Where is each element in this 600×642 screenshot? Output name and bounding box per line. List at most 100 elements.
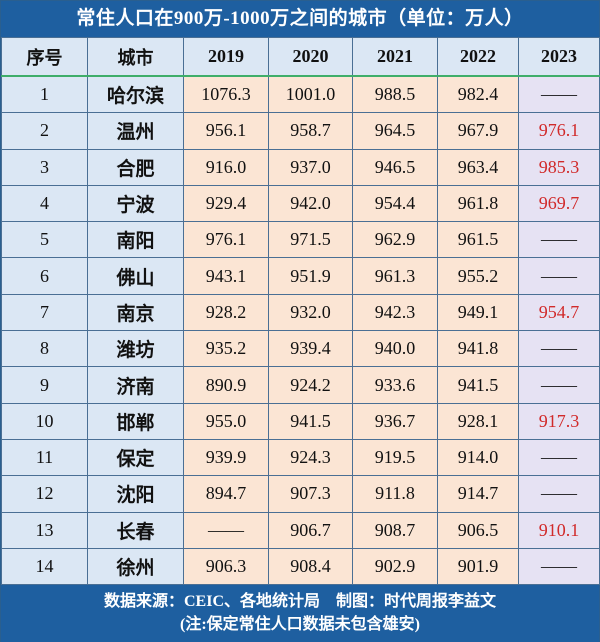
cell-2023: —— [518,75,600,114]
cell-2020: 939.4 [268,330,353,368]
cell-2019: 939.9 [183,438,269,477]
population-table: 序号 城市 2019 2020 2021 2022 2023 1 哈尔滨 1076.… [1,37,600,586]
cell-2019: 943.1 [183,257,269,295]
table-row: 5 南阳 976.1 971.5 962.9 961.5 —— [1,221,600,259]
cell-2019: 906.3 [183,547,269,586]
cell-2020: 906.7 [268,511,353,549]
row-city: 合肥 [87,148,184,186]
cell-2019: 955.0 [183,402,269,440]
cell-2021: 902.9 [352,547,438,586]
table-row: 9 济南 890.9 924.2 933.6 941.5 —— [1,366,600,404]
row-city: 宁波 [87,184,184,223]
cell-2020: 1001.0 [268,75,353,114]
cell-2021: 940.0 [352,330,438,368]
cell-2023: —— [518,330,600,368]
cell-2020: 971.5 [268,221,353,259]
cell-2021: 919.5 [352,438,438,477]
cell-2022: 961.5 [437,221,519,259]
table-row: 11 保定 939.9 924.3 919.5 914.0 —— [1,438,600,477]
cell-2022: 967.9 [437,112,519,150]
table-row: 6 佛山 943.1 951.9 961.3 955.2 —— [1,257,600,295]
cell-2022: 963.4 [437,148,519,186]
cell-2021: 908.7 [352,511,438,549]
header-cell-2023: 2023 [518,37,600,77]
footer-note: (注:保定常住人口数据未包含雄安) [180,616,420,634]
table-row: 3 合肥 916.0 937.0 946.5 963.4 985.3 [1,148,600,186]
cell-2022: 949.1 [437,293,519,332]
cell-2020: 932.0 [268,293,353,332]
cell-2022: 928.1 [437,402,519,440]
header-cell-2022: 2022 [437,37,519,77]
row-index: 8 [1,330,88,368]
cell-2020: 958.7 [268,112,353,150]
row-city: 哈尔滨 [87,75,184,114]
row-index: 9 [1,366,88,404]
cell-2023: 976.1 [518,112,600,150]
cell-2023: 910.1 [518,511,600,549]
table-row: 4 宁波 929.4 942.0 954.4 961.8 969.7 [1,184,600,223]
cell-2023: 917.3 [518,402,600,440]
cell-2021: 911.8 [352,475,438,513]
cell-2022: 906.5 [437,511,519,549]
row-city: 沈阳 [87,475,184,513]
cell-2019: 916.0 [183,148,269,186]
table-row: 13 长春 —— 906.7 908.7 906.5 910.1 [1,511,600,549]
cell-2020: 924.2 [268,366,353,404]
cell-2019: 928.2 [183,293,269,332]
cell-2021: 942.3 [352,293,438,332]
row-index: 10 [1,402,88,440]
table-row: 2 温州 956.1 958.7 964.5 967.9 976.1 [1,112,600,150]
row-city: 长春 [87,511,184,549]
cell-2021: 961.3 [352,257,438,295]
header-cell-city: 城市 [87,37,184,77]
cell-2019: 929.4 [183,184,269,223]
cell-2023: 985.3 [518,148,600,186]
table-title: 常住人口在900万-1000万之间的城市（单位：万人） [1,1,599,37]
row-city: 南京 [87,293,184,332]
cell-2020: 937.0 [268,148,353,186]
cell-2023: —— [518,438,600,477]
header-cell-2020: 2020 [268,37,353,77]
row-index: 11 [1,438,88,477]
row-city: 邯郸 [87,402,184,440]
cell-2023: —— [518,257,600,295]
cell-2019: 894.7 [183,475,269,513]
row-city: 保定 [87,438,184,477]
cell-2019: 890.9 [183,366,269,404]
cell-2020: 908.4 [268,547,353,586]
cell-2021: 962.9 [352,221,438,259]
cell-2022: 914.7 [437,475,519,513]
footer-source: 数据来源：CEIC、各地统计局 制图：时代周报李益文 [103,593,496,611]
header-cell-index: 序号 [1,37,88,77]
row-city: 温州 [87,112,184,150]
row-index: 6 [1,257,88,295]
cell-2020: 941.5 [268,402,353,440]
header-cell-2019: 2019 [183,37,269,77]
table-row: 7 南京 928.2 932.0 942.3 949.1 954.7 [1,293,600,332]
cell-2022: 982.4 [437,75,519,114]
cell-2019: —— [183,511,269,549]
row-index: 1 [1,75,88,114]
cell-2022: 914.0 [437,438,519,477]
row-city: 济南 [87,366,184,404]
row-index: 14 [1,547,88,586]
cell-2021: 933.6 [352,366,438,404]
row-city: 南阳 [87,221,184,259]
cell-2022: 941.5 [437,366,519,404]
row-city: 佛山 [87,257,184,295]
cell-2021: 946.5 [352,148,438,186]
row-index: 7 [1,293,88,332]
cell-2020: 907.3 [268,475,353,513]
cell-2023: —— [518,547,600,586]
header-cell-2021: 2021 [352,37,438,77]
row-index: 5 [1,221,88,259]
row-index: 12 [1,475,88,513]
cell-2023: —— [518,221,600,259]
cell-2021: 954.4 [352,184,438,223]
cell-2019: 1076.3 [183,75,269,114]
table-row: 1 哈尔滨 1076.3 1001.0 988.5 982.4 —— [1,75,600,114]
cell-2021: 936.7 [352,402,438,440]
table-body: 1 哈尔滨 1076.3 1001.0 988.5 982.4 —— 2 温州 956.1 958.… [1,75,600,586]
table-row: 12 沈阳 894.7 907.3 911.8 914.7 —— [1,475,600,513]
